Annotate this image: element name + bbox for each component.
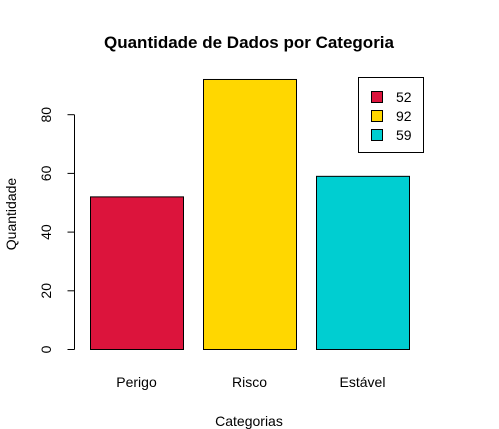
legend: 52 92 59 <box>358 77 424 153</box>
y-tick-label: 80 <box>38 107 54 123</box>
bar <box>316 175 410 350</box>
y-tick-label: 0 <box>38 345 54 353</box>
bars-group <box>90 78 410 350</box>
legend-swatch <box>371 129 383 141</box>
chart-title: Quantidade de Dados por Categoria <box>104 33 395 52</box>
y-tick-label: 40 <box>38 224 54 240</box>
legend-swatch <box>371 110 383 122</box>
legend-label: 52 <box>396 89 412 105</box>
x-tick-label: Estável <box>340 374 386 390</box>
x-axis-label: Categorias <box>215 413 283 429</box>
y-tick-label: 20 <box>38 283 54 299</box>
x-tick-label: Risco <box>232 374 267 390</box>
x-tick-labels: Perigo Risco Estável <box>116 374 385 390</box>
bar <box>203 78 297 350</box>
x-tick-label: Perigo <box>116 374 157 390</box>
y-axis-label: Quantidade <box>3 178 19 251</box>
y-axis: 0 20 40 60 80 <box>38 107 75 353</box>
bar <box>90 196 184 350</box>
legend-swatch <box>371 91 383 103</box>
y-tick-label: 60 <box>38 165 54 181</box>
legend-label: 59 <box>396 127 412 143</box>
legend-label: 92 <box>396 108 412 124</box>
legend-box <box>358 77 424 153</box>
